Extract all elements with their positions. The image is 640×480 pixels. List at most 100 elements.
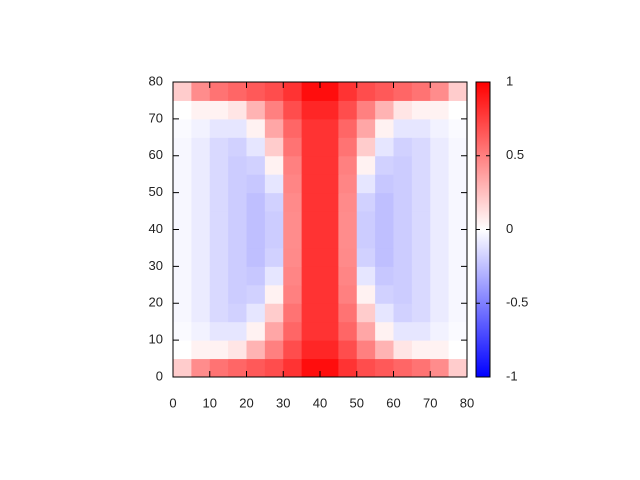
heatmap-cell	[173, 118, 192, 138]
heatmap-cell	[448, 266, 468, 286]
heatmap-cell	[264, 266, 284, 286]
heatmap-cell	[375, 303, 394, 323]
heatmap-cell	[191, 211, 211, 230]
heatmap-cell	[393, 174, 413, 194]
heatmap-cell	[320, 118, 339, 138]
heatmap-cell	[320, 266, 339, 286]
colorbar-tick-label: -1	[506, 368, 518, 383]
x-tick-label: 20	[239, 395, 253, 410]
heatmap-cell	[430, 174, 450, 194]
heatmap-cell	[375, 82, 394, 101]
heatmap-cell	[320, 284, 339, 304]
heatmap-cell	[191, 358, 211, 378]
y-tick-label: 20	[149, 295, 163, 310]
heatmap-cell	[393, 118, 413, 138]
heatmap-cell	[301, 211, 321, 230]
heatmap-cell	[338, 100, 358, 120]
heatmap-cell	[375, 358, 394, 378]
heatmap-cell	[173, 358, 192, 378]
heatmap-cell	[209, 192, 229, 212]
heatmap-cell	[228, 211, 247, 230]
x-tick-label: 30	[276, 395, 290, 410]
heatmap-cell	[264, 340, 284, 360]
heatmap-cell	[283, 358, 303, 378]
heatmap-cell	[430, 266, 450, 286]
heatmap-cell	[448, 340, 468, 360]
heatmap-cell	[246, 229, 266, 249]
heatmap-cell	[430, 229, 450, 249]
heatmap-cell	[264, 284, 284, 304]
heatmap-cell	[173, 211, 192, 230]
heatmap-cell	[301, 340, 321, 360]
heatmap-cell	[264, 155, 284, 175]
heatmap-cell	[448, 303, 468, 323]
heatmap-cell	[209, 358, 229, 378]
heatmap-cell	[375, 321, 394, 341]
heatmap-cell	[246, 358, 266, 378]
x-tick-label: 80	[460, 395, 474, 410]
heatmap-cell	[411, 340, 431, 360]
heatmap-cell	[228, 192, 247, 212]
heatmap-cell	[448, 229, 468, 249]
heatmap-cell	[246, 303, 266, 323]
heatmap-cell	[228, 229, 247, 249]
x-tick-label: 70	[423, 395, 437, 410]
heatmap-cell	[320, 82, 339, 101]
heatmap-cell	[301, 100, 321, 120]
heatmap-cell	[173, 100, 192, 120]
heatmap-cell	[320, 192, 339, 212]
heatmap-cell	[430, 211, 450, 230]
heatmap-cell	[283, 211, 303, 230]
heatmap-cell	[301, 155, 321, 175]
y-tick-label: 10	[149, 332, 163, 347]
heatmap-cell	[191, 100, 211, 120]
heatmap-cell	[283, 266, 303, 286]
heatmap-cell	[320, 247, 339, 267]
heatmap-cell	[320, 100, 339, 120]
heatmap-cell	[356, 358, 376, 378]
heatmap-cell	[283, 174, 303, 194]
heatmap-cell	[338, 321, 358, 341]
heatmap-cell	[246, 100, 266, 120]
x-tick-label: 10	[203, 395, 217, 410]
heatmap-cell	[338, 174, 358, 194]
heatmap-cell	[338, 247, 358, 267]
heatmap-cell	[283, 192, 303, 212]
heatmap-cell	[411, 358, 431, 378]
heatmap-cell	[375, 155, 394, 175]
heatmap-cell	[191, 82, 211, 101]
heatmap-cell	[301, 284, 321, 304]
heatmap-cell	[264, 229, 284, 249]
heatmap-cell	[430, 358, 450, 378]
heatmap-cell	[430, 192, 450, 212]
heatmap-cell	[338, 229, 358, 249]
heatmap-cell	[173, 229, 192, 249]
heatmap-cell	[264, 118, 284, 138]
heatmap-cell	[209, 247, 229, 267]
heatmap-cell	[301, 118, 321, 138]
heatmap-cell	[411, 266, 431, 286]
heatmap-cell	[375, 174, 394, 194]
heatmap-cell	[338, 155, 358, 175]
heatmap-cell	[430, 303, 450, 323]
heatmap-cell	[411, 284, 431, 304]
heatmap-cell	[209, 211, 229, 230]
heatmap-cell	[209, 82, 229, 101]
heatmap-cell	[283, 229, 303, 249]
heatmap-cell	[356, 174, 376, 194]
heatmap-cell	[264, 358, 284, 378]
heatmap-cell	[228, 247, 247, 267]
y-tick-label: 0	[156, 368, 163, 383]
heatmap-cell	[430, 247, 450, 267]
heatmap-cell	[191, 284, 211, 304]
heatmap-cell	[448, 211, 468, 230]
heatmap-cell	[173, 155, 192, 175]
heatmap-cell	[301, 303, 321, 323]
y-tick-label: 40	[149, 221, 163, 236]
heatmap-cell	[356, 192, 376, 212]
heatmap-cell	[228, 358, 247, 378]
heatmap-cell	[191, 118, 211, 138]
heatmap-cell	[264, 82, 284, 101]
heatmap-cell	[173, 137, 192, 157]
